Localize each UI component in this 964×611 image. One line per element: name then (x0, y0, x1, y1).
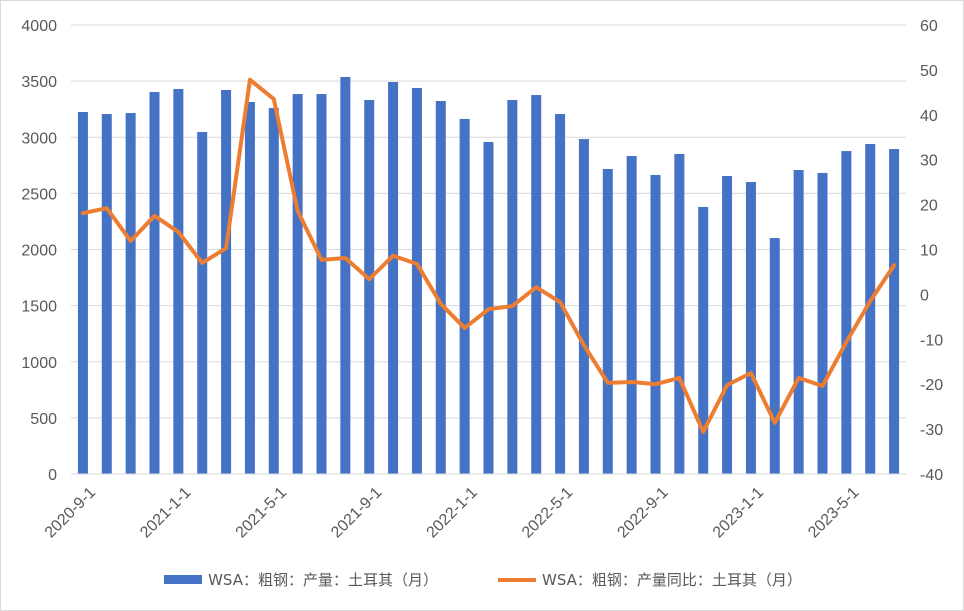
y-left-tick-label: 4000 (21, 18, 57, 35)
bar (388, 82, 399, 474)
y-left-tick-label: 1000 (21, 355, 57, 372)
bar (435, 100, 446, 474)
bar (149, 92, 160, 475)
y-left-tick-label: 2500 (21, 186, 57, 203)
bar (650, 174, 661, 474)
combo-chart: 05001000150020002500300035004000-40-30-2… (21, 18, 943, 541)
y-right-tick-label: -10 (920, 332, 943, 349)
legend-swatch-bar (164, 575, 203, 584)
x-tick-label: 2021-9-1 (328, 484, 385, 541)
y-left-tick-label: 0 (48, 467, 57, 484)
bar (722, 175, 733, 474)
legend: WSA：粗钢：产量：土耳其（月） WSA：粗钢：产量同比：土耳其（月） (1, 569, 964, 590)
legend-item-yoy: WSA：粗钢：产量同比：土耳其（月） (498, 569, 802, 590)
bar (674, 153, 685, 474)
bar (555, 114, 566, 474)
bar (125, 113, 136, 474)
y-right-tick-label: 10 (920, 243, 938, 260)
bar (244, 102, 255, 474)
y-right-tick-label: 30 (920, 153, 938, 170)
bar (221, 89, 232, 475)
bar (841, 151, 852, 474)
bar (173, 88, 184, 475)
y-right-tick-label: 60 (920, 18, 938, 35)
legend-item-production: WSA：粗钢：产量：土耳其（月） (164, 569, 438, 590)
y-right-tick-label: -30 (920, 422, 943, 439)
bar (602, 169, 613, 474)
y-right-tick-label: 20 (920, 198, 938, 215)
bar (101, 114, 112, 474)
y-left-tick-label: 3500 (21, 74, 57, 91)
y-right-tick-label: 50 (920, 63, 938, 80)
bar (531, 95, 542, 474)
bar (292, 94, 303, 474)
bar (769, 238, 780, 474)
bar (865, 143, 876, 475)
y-right-tick-label: 40 (920, 108, 938, 125)
x-tick-label: 2023-5-1 (805, 484, 862, 541)
x-tick-label: 2021-5-1 (233, 484, 290, 541)
x-tick-label: 2021-1-1 (137, 484, 194, 541)
legend-label-yoy: WSA：粗钢：产量同比：土耳其（月） (542, 571, 802, 589)
bar (793, 170, 804, 475)
bar (507, 99, 518, 474)
x-tick-label: 2022-1-1 (424, 484, 481, 541)
bar (411, 87, 422, 474)
x-tick-label: 2020-9-1 (42, 484, 99, 541)
bar (340, 76, 351, 475)
bar (578, 139, 589, 474)
bar (817, 172, 828, 474)
bar (197, 131, 208, 474)
y-right-tick-label: -20 (920, 377, 943, 394)
bar (77, 111, 88, 475)
x-tick-label: 2023-1-1 (710, 484, 767, 541)
bar (364, 99, 375, 474)
bar (745, 182, 756, 474)
x-tick-label: 2022-5-1 (519, 484, 576, 541)
y-left-tick-label: 3000 (21, 130, 57, 147)
legend-label-production: WSA：粗钢：产量：土耳其（月） (208, 571, 438, 589)
bar (698, 206, 709, 474)
bar (268, 108, 279, 474)
bar (626, 155, 637, 475)
y-left-tick-label: 1500 (21, 299, 57, 316)
y-right-tick-label: 0 (920, 287, 929, 304)
y-left-tick-label: 500 (30, 411, 57, 428)
bar (459, 118, 470, 474)
x-tick-label: 2022-9-1 (614, 484, 671, 541)
y-left-tick-label: 2000 (21, 243, 57, 260)
y-right-tick-label: -40 (920, 467, 943, 484)
bar (889, 149, 900, 474)
legend-swatch-line (498, 577, 536, 582)
bar (316, 94, 327, 474)
